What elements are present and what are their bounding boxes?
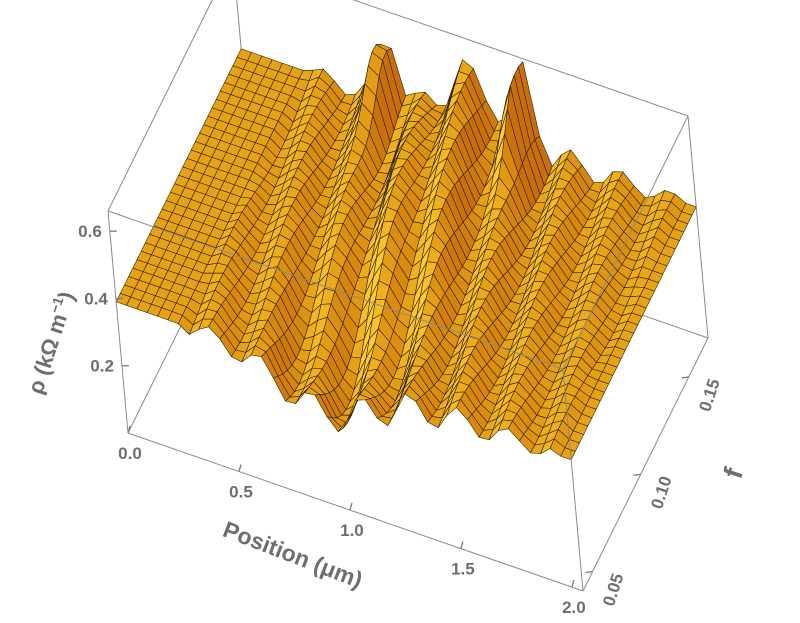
surface-mesh [115,43,697,461]
x-tick [127,425,131,434]
svg-text:ρ (kΩ m−1): ρ (kΩ m−1) [21,288,79,397]
y-tick-label: 0.10 [647,474,675,511]
x-tick [571,579,575,588]
z-tick-label: 0.2 [90,357,114,376]
y-tick-label: 0.15 [695,377,723,414]
z-tick-label: 0.4 [84,289,108,308]
x-tick [460,541,464,549]
box-edge [562,115,689,370]
y-tick [633,473,641,476]
x-tick [349,502,353,511]
box-edge [687,115,709,339]
box-edge [107,0,213,212]
box-edge [562,368,584,592]
x-tick-label: 2.0 [562,598,586,617]
y-tick [681,376,689,379]
y-tick-label: 0.05 [599,571,627,608]
x-tick-label: 0.5 [229,483,253,502]
x-tick-label: 1.0 [340,521,364,540]
x-tick [238,464,242,472]
box-edge [582,337,709,592]
box-edge [352,0,689,117]
y-axis-label: f [718,463,750,482]
z-axis-label-main: ρ (kΩ m [23,311,72,397]
box-edge [127,432,584,592]
y-tick [585,570,593,574]
surface-patch [376,416,393,426]
x-tick-label: 0.0 [118,444,142,463]
bounding-box-front-edges [107,115,709,592]
z-tick-label: 0.6 [78,222,102,241]
z-axis-label-exponent: −1 [46,295,66,315]
x-tick-label: 1.5 [451,560,475,579]
box-edge [107,210,564,370]
surface-patch [560,447,576,461]
box-edge [107,210,129,434]
z-axis-label: ρ (kΩ m−1) [21,288,80,397]
